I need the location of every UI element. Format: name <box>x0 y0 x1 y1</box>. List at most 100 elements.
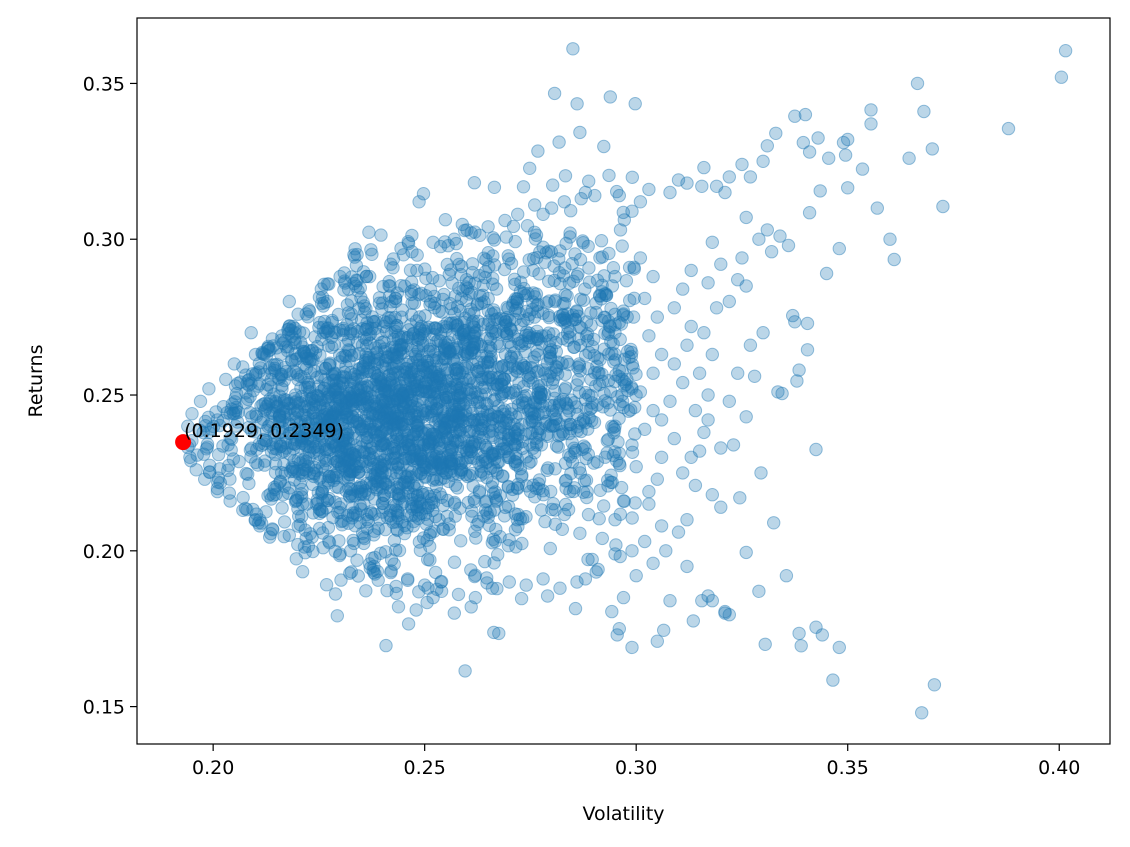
scatter-point <box>321 321 335 335</box>
scatter-point <box>589 379 603 393</box>
scatter-point <box>502 451 517 465</box>
scatter-point <box>567 481 582 495</box>
scatter-point <box>386 417 401 431</box>
scatter-point <box>559 473 573 487</box>
scatter-point <box>601 327 615 341</box>
scatter-point <box>395 416 409 431</box>
scatter-point <box>297 357 312 372</box>
scatter-point <box>379 315 393 330</box>
scatter-point <box>507 346 521 360</box>
scatter-point <box>629 388 643 402</box>
scatter-point <box>398 451 412 466</box>
scatter-point <box>490 336 504 351</box>
scatter-point <box>832 640 846 655</box>
scatter-point <box>452 332 466 346</box>
scatter-point <box>282 319 296 334</box>
scatter-point <box>413 494 427 508</box>
scatter-point <box>402 323 416 337</box>
scatter-point <box>354 291 368 305</box>
scatter-point <box>396 389 410 403</box>
scatter-point <box>359 423 373 438</box>
scatter-point <box>580 485 594 499</box>
scatter-point <box>543 345 557 360</box>
scatter-point <box>320 493 335 507</box>
scatter-point <box>800 343 815 357</box>
scatter-point <box>467 329 481 343</box>
scatter-point <box>389 522 404 536</box>
scatter-point <box>563 450 578 464</box>
scatter-point <box>387 533 402 548</box>
scatter-point <box>476 431 490 445</box>
scatter-point <box>389 498 403 513</box>
scatter-point <box>414 447 429 462</box>
scatter-point <box>515 469 529 484</box>
scatter-point <box>442 523 456 537</box>
scatter-point <box>546 419 560 433</box>
scatter-point <box>471 447 486 461</box>
scatter-point <box>546 178 560 192</box>
scatter-point <box>522 331 536 345</box>
scatter-point <box>608 326 622 340</box>
scatter-point <box>320 444 334 458</box>
scatter-point <box>339 410 354 424</box>
scatter-point <box>688 403 703 418</box>
scatter-point <box>709 301 724 315</box>
scatter-point <box>508 507 522 521</box>
scatter-point <box>404 284 419 298</box>
scatter-point <box>509 363 523 377</box>
scatter-point <box>313 472 327 486</box>
scatter-point <box>344 565 359 579</box>
scatter-point <box>440 493 455 508</box>
scatter-point <box>545 404 559 418</box>
scatter-point <box>479 253 493 267</box>
scatter-point <box>536 488 551 502</box>
scatter-point <box>196 425 210 440</box>
scatter-point <box>392 487 406 501</box>
scatter-point <box>447 405 461 419</box>
scatter-point <box>551 440 565 454</box>
scatter-point <box>249 366 263 380</box>
scatter-point <box>324 424 338 438</box>
scatter-point <box>482 339 496 353</box>
scatter-point <box>345 489 359 503</box>
scatter-point <box>504 407 518 421</box>
scatter-point <box>529 481 543 495</box>
scatter-point <box>430 378 444 392</box>
scatter-point <box>454 534 468 548</box>
scatter-point <box>487 393 501 408</box>
scatter-point <box>298 437 312 451</box>
scatter-point <box>487 556 501 570</box>
scatter-point <box>396 346 410 360</box>
scatter-point <box>320 403 334 417</box>
scatter-point <box>277 515 292 529</box>
scatter-point <box>275 501 289 515</box>
scatter-point <box>473 422 488 436</box>
scatter-point <box>485 370 499 385</box>
scatter-point <box>346 327 360 341</box>
scatter-point <box>287 332 302 347</box>
scatter-point <box>473 289 487 303</box>
scatter-point <box>263 343 277 357</box>
scatter-point <box>663 185 677 200</box>
scatter-point <box>396 441 410 456</box>
scatter-point <box>378 345 392 359</box>
scatter-point <box>481 220 495 234</box>
scatter-point <box>507 385 521 399</box>
scatter-point <box>480 470 494 485</box>
scatter-point <box>446 468 460 482</box>
scatter-point <box>555 308 570 322</box>
scatter-point <box>277 392 292 407</box>
scatter-point <box>592 366 606 380</box>
scatter-point <box>340 298 355 312</box>
scatter-point <box>628 496 642 510</box>
scatter-point <box>257 347 271 362</box>
scatter-point <box>306 412 320 426</box>
scatter-point <box>514 591 529 606</box>
scatter-point <box>461 341 476 356</box>
scatter-point <box>439 379 453 393</box>
scatter-point <box>468 524 482 538</box>
scatter-point <box>608 547 622 561</box>
scatter-point <box>348 519 362 533</box>
scatter-point <box>272 426 287 440</box>
scatter-point <box>522 335 536 349</box>
